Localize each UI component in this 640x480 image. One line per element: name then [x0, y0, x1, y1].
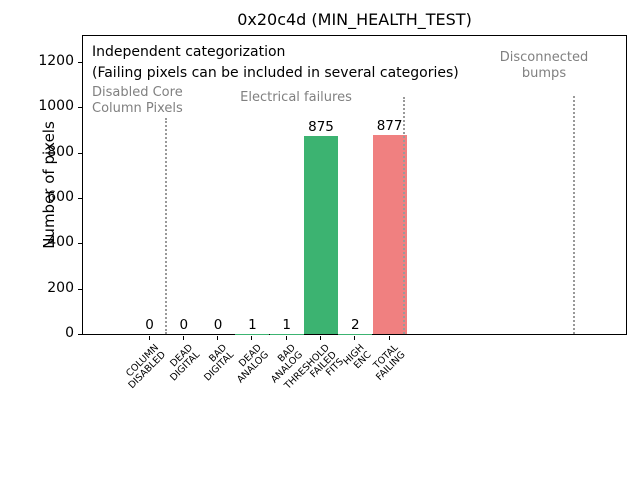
- y-tick-label: 0: [65, 325, 74, 341]
- x-tick-mark: [251, 336, 253, 340]
- chart-title: 0x20c4d (MIN_HEALTH_TEST): [237, 10, 472, 29]
- y-tick-mark: [78, 334, 82, 335]
- y-tick-mark: [78, 243, 82, 245]
- bar-value-label: 877: [376, 118, 403, 135]
- x-tick-mark: [354, 336, 356, 340]
- x-tick-label: COLUMN DISABLED: [123, 342, 168, 392]
- plot-area: 0 0 0 1 1 875 2 877: [82, 35, 627, 335]
- x-tick-mark: [148, 336, 150, 340]
- bar: [372, 135, 407, 334]
- bar-value-label: 2: [351, 316, 360, 333]
- y-tick-mark: [78, 152, 82, 154]
- y-tick-label: 1200: [38, 53, 74, 69]
- y-axis-label: Number of pixels: [40, 121, 58, 249]
- y-tick-mark: [78, 62, 82, 63]
- chart-annotation: Independent categorization: [92, 44, 286, 60]
- x-tick-mark: [285, 336, 287, 340]
- x-tick-label: DEAD DIGITAL: [167, 342, 202, 384]
- x-tick-mark: [388, 336, 390, 340]
- y-tick-mark: [78, 198, 82, 199]
- y-tick-label: 400: [47, 234, 74, 251]
- y-tick-label: 800: [47, 143, 74, 160]
- bar-value-label: 1: [282, 316, 291, 333]
- y-tick-label: 600: [47, 189, 74, 205]
- chart-annotation: Electrical failures: [240, 90, 352, 105]
- chart-annotation: (Failing pixels can be included in sever…: [92, 65, 459, 81]
- y-tick-mark: [78, 288, 82, 290]
- x-tick-mark: [217, 336, 219, 340]
- bar: [304, 135, 338, 334]
- x-tick-mark: [320, 336, 321, 340]
- y-tick-label: 1000: [38, 98, 74, 115]
- bar-value-label: 0: [145, 317, 154, 333]
- x-tick-label: BAD DIGITAL: [202, 342, 237, 384]
- x-tick-label: TOTAL FAILING: [371, 342, 408, 383]
- y-tick-mark: [78, 107, 82, 109]
- chart-annotation: Disconnected bumps: [499, 50, 589, 81]
- bar-value-label: 875: [308, 118, 334, 135]
- x-tick-mark: [182, 336, 184, 340]
- y-tick-label: 200: [47, 279, 74, 296]
- bar-value-label: 1: [248, 316, 257, 333]
- chart-annotation: Disabled Core Column Pixels: [92, 85, 183, 116]
- section-divider-line: [165, 118, 167, 334]
- bar-value-label: 0: [179, 317, 189, 333]
- x-tick-label: DEAD ANALOG: [234, 342, 271, 386]
- bar-value-label: 0: [213, 317, 223, 333]
- section-divider-line: [403, 97, 405, 334]
- section-divider-line: [573, 96, 575, 334]
